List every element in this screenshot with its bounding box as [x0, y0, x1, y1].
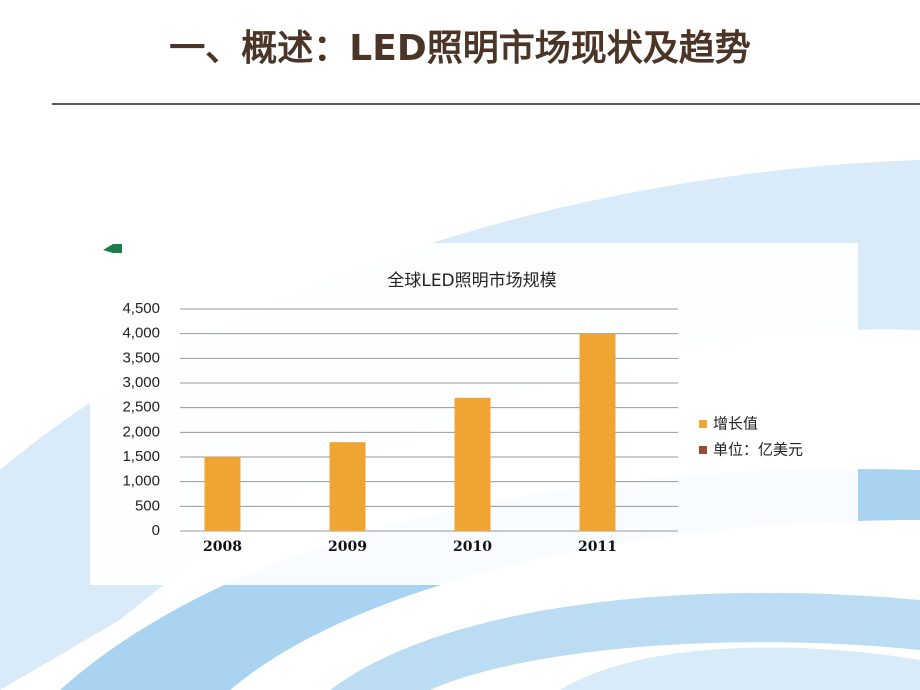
bar — [204, 457, 241, 531]
x-tick-label: 2011 — [578, 539, 617, 555]
y-tick-label: 1,500 — [122, 448, 160, 465]
bar — [329, 442, 366, 531]
y-tick-label: 500 — [135, 497, 160, 514]
plot: 0 500 1,000 1,500 2,000 2,500 3,000 3,500 4,000 4… — [122, 300, 803, 555]
y-tick-label: 1,000 — [122, 473, 160, 490]
slide-title: 一、概述：LED照明市场现状及趋势 — [169, 28, 750, 69]
y-tick-label: 0 — [152, 522, 160, 539]
x-tick-label: 2010 — [453, 539, 492, 555]
bar — [454, 397, 491, 531]
y-tick-label: 2,500 — [122, 399, 160, 416]
y-tick-label: 4,500 — [122, 300, 160, 317]
unit-note: 单位：亿美元 — [713, 441, 803, 459]
y-tick-label: 4,000 — [122, 325, 160, 342]
chart-title: 全球LED照明市场规模 — [387, 271, 556, 291]
y-tick-label: 3,500 — [122, 349, 160, 366]
x-tick-label: 2008 — [203, 539, 242, 555]
bar — [579, 333, 616, 531]
legend-swatch — [699, 420, 707, 428]
x-tick-label: 2009 — [328, 539, 367, 555]
corner-icon — [103, 244, 122, 253]
legend-label: 增长值 — [713, 415, 758, 433]
legend-swatch — [699, 446, 707, 454]
y-tick-label: 3,000 — [122, 374, 160, 391]
y-tick-label: 2,000 — [122, 423, 160, 440]
